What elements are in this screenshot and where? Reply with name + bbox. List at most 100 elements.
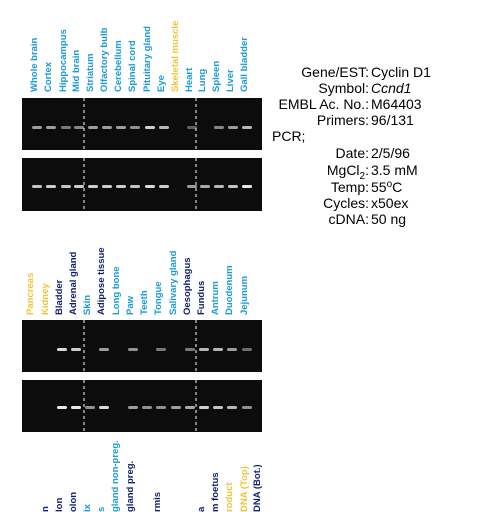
band	[187, 126, 197, 129]
lane-label: Striatum	[85, 53, 96, 92]
band	[61, 126, 71, 129]
lane-label: n	[40, 506, 51, 512]
band	[71, 348, 81, 351]
band	[171, 406, 181, 409]
band	[46, 185, 56, 188]
band	[128, 406, 138, 409]
info-value: 3.5 mM	[371, 162, 418, 178]
lane-label: Long bone	[111, 266, 122, 315]
lane-label: Kidney	[40, 283, 51, 315]
band	[128, 348, 138, 351]
band	[228, 126, 238, 129]
gel	[22, 320, 262, 372]
info-label: MgCl	[327, 162, 360, 178]
temp-value: 55	[371, 179, 387, 195]
band	[213, 348, 223, 351]
lane-label: Hippocampus	[58, 29, 69, 92]
band	[199, 348, 209, 351]
band	[213, 406, 223, 409]
band	[99, 406, 109, 409]
band	[130, 126, 140, 129]
band	[228, 185, 238, 188]
lane-label: Skin	[82, 295, 93, 315]
lane-label: Adipose tissue	[96, 247, 107, 315]
gels	[22, 98, 262, 432]
subscript: 2	[360, 171, 366, 182]
info-label: Symbol:	[318, 80, 369, 96]
band	[85, 406, 95, 409]
lane-label: Lung	[197, 69, 208, 92]
lane-label: Spinal cord	[127, 40, 138, 92]
lane-label: Heart	[184, 67, 195, 92]
info-label: Gene/EST:	[301, 64, 369, 80]
lane-label: Fundus	[196, 281, 207, 315]
lane-label: Cerebellum	[113, 40, 124, 92]
lane-label: Jejunum	[239, 276, 250, 315]
lane-label: Paw	[125, 295, 136, 315]
band	[99, 348, 109, 351]
band	[130, 185, 140, 188]
band	[32, 126, 42, 129]
lane-label: Spleen	[211, 61, 222, 92]
band	[185, 406, 195, 409]
lane-label: Mid brain	[71, 50, 82, 92]
gel	[22, 98, 262, 150]
lane-label: Pancreas	[25, 273, 36, 315]
info-value: x50ex	[371, 195, 408, 211]
lane-label: olon	[68, 492, 79, 512]
band	[145, 126, 155, 129]
lane-label: Eye	[156, 75, 167, 92]
band	[214, 126, 224, 129]
band	[116, 126, 126, 129]
band	[227, 406, 237, 409]
info-value: 55oC	[371, 179, 402, 195]
band	[88, 185, 98, 188]
lane-label: m foetus	[210, 472, 221, 512]
lane-label: roduct	[224, 482, 235, 512]
info-label: EMBL Ac. No.:	[278, 96, 369, 112]
info-value: Cyclin D1	[371, 64, 431, 80]
info-value: Ccnd1	[371, 80, 411, 96]
band	[145, 185, 155, 188]
lane-label: Whole brain	[29, 37, 40, 92]
info-label: Primers:	[317, 112, 369, 128]
band	[74, 126, 84, 129]
lane-label: Oesophagus	[182, 257, 193, 315]
band	[200, 185, 210, 188]
gel	[22, 158, 262, 211]
band	[214, 185, 224, 188]
lane-label: rmis	[152, 492, 163, 512]
band	[242, 348, 252, 351]
lane-label: gland non-preg.	[110, 440, 121, 512]
lane-label: Bladder	[54, 279, 65, 315]
band	[142, 406, 152, 409]
band	[102, 185, 112, 188]
band	[116, 185, 126, 188]
info-label: cDNA:	[329, 211, 369, 227]
info-label: MgCl2:	[327, 162, 369, 182]
band	[71, 406, 81, 409]
band	[242, 126, 252, 129]
lane-label: Adrenal gland	[68, 251, 79, 315]
lane-label: Pituitary gland	[142, 26, 153, 92]
band	[88, 126, 98, 129]
lane-labels: Whole brain Cortex Hippocampus Mid brain Str…	[25, 21, 263, 512]
info-value: 50 ng	[371, 211, 406, 227]
lane-label: Tongue	[153, 281, 164, 315]
gel	[22, 380, 262, 432]
lane-label: lon	[54, 498, 65, 512]
colon: :	[365, 162, 369, 178]
superscript: o	[387, 179, 393, 190]
band	[57, 348, 67, 351]
info-value: M64403	[371, 96, 422, 112]
lane-label: Cortex	[43, 61, 54, 92]
lane-label: Olfactory bulb	[99, 27, 110, 92]
band	[227, 348, 237, 351]
lane-label: ix	[82, 503, 93, 512]
info-value: 96/131	[371, 112, 414, 128]
info-label: Temp:	[331, 179, 369, 195]
band	[185, 348, 195, 351]
temp-unit: C	[392, 179, 402, 195]
lane-label: Liver	[225, 69, 236, 92]
